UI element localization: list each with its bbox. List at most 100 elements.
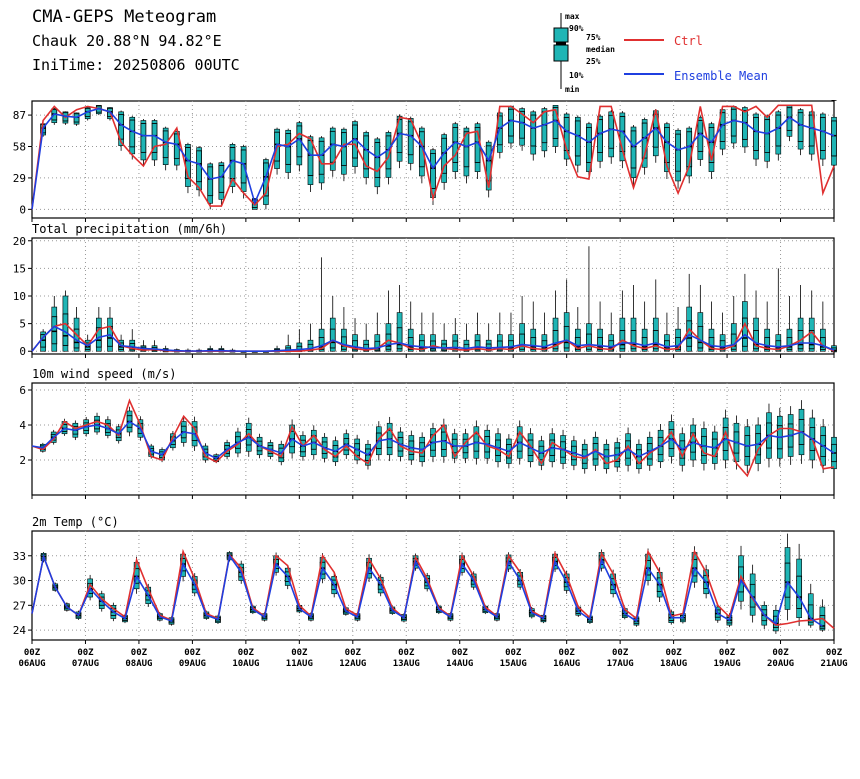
box-outer-upper	[753, 317, 759, 331]
box-iqr	[173, 133, 180, 160]
ctrl-series-line	[31, 398, 835, 478]
box-outer-upper	[646, 436, 653, 444]
box-iqr	[675, 133, 681, 172]
legend-box-lower	[553, 44, 569, 62]
box-outer-upper	[549, 433, 556, 441]
box-outer-lower	[820, 150, 826, 160]
box-outer-upper	[354, 438, 360, 445]
mean-series-line	[31, 107, 835, 210]
box-outer-upper	[452, 334, 459, 342]
box-outer-upper	[787, 414, 794, 425]
box-outer-upper	[722, 417, 729, 428]
box-outer-upper	[766, 412, 772, 424]
y-tick-label: 27	[13, 599, 26, 612]
box-outer-upper	[742, 301, 748, 319]
y-tick-label: 5	[19, 318, 26, 331]
mean-series-line	[31, 420, 835, 460]
legend-median-mark	[556, 42, 566, 45]
box-outer-lower	[274, 160, 280, 169]
box-iqr	[463, 131, 470, 168]
box-outer-upper	[775, 334, 782, 342]
box-outer-upper	[552, 317, 559, 331]
box-outer-upper	[675, 328, 681, 338]
box-outer-upper	[690, 424, 696, 434]
x-tick-date: 17AUG	[607, 659, 634, 669]
box-outer-lower	[430, 449, 436, 457]
box-outer-upper	[820, 328, 826, 338]
box-outer-lower	[218, 192, 225, 200]
box-outer-upper	[72, 422, 79, 427]
box-outer-lower	[697, 151, 704, 160]
box-outer-upper	[630, 317, 637, 331]
box-outer-lower	[581, 462, 588, 470]
box-outer-lower	[278, 457, 285, 463]
box-outer-lower	[407, 154, 414, 164]
legend-label-5: 10%	[569, 71, 584, 80]
box-outer-lower	[473, 450, 480, 459]
box-outer-upper	[831, 116, 837, 122]
box-outer-upper	[820, 113, 826, 118]
box-outer-upper	[430, 149, 436, 154]
box-iqr	[630, 130, 637, 169]
box-outer-upper	[451, 433, 458, 440]
box-outer-lower	[174, 158, 180, 166]
box-outer-upper	[452, 123, 459, 128]
box-iqr	[329, 328, 336, 349]
legend-mean-label: Ensemble Mean	[674, 69, 768, 83]
box-outer-upper	[385, 132, 392, 137]
x-tick-hour: 00Z	[505, 648, 522, 658]
box-outer-lower	[397, 450, 404, 457]
box-outer-upper	[484, 429, 490, 437]
box-outer-lower	[668, 448, 675, 457]
box-outer-upper	[798, 408, 805, 420]
box-outer-upper	[129, 339, 136, 344]
box-outer-lower	[742, 139, 748, 148]
y-tick-label: 10	[13, 290, 26, 303]
box-outer-lower	[708, 162, 715, 172]
box-iqr	[697, 325, 704, 349]
box-outer-upper	[352, 334, 358, 342]
box-outer-upper	[592, 436, 599, 444]
box-outer-upper	[641, 328, 648, 338]
box-outer-upper	[162, 127, 169, 132]
box-iqr	[597, 337, 603, 350]
box-outer-upper	[296, 122, 303, 127]
x-tick-date: 14AUG	[446, 659, 473, 669]
box-outer-upper	[352, 121, 358, 126]
box-outer-lower	[341, 165, 347, 175]
x-tick-date: 08AUG	[125, 659, 152, 669]
box-outer-lower	[191, 440, 198, 447]
box-outer-upper	[797, 109, 804, 114]
box-outer-upper	[441, 134, 447, 139]
box-outer-lower	[51, 343, 58, 352]
box-outer-lower	[474, 162, 481, 172]
box-outer-lower	[296, 156, 303, 166]
box-outer-upper	[126, 410, 133, 417]
box-iqr	[574, 120, 581, 157]
box-outer-upper	[614, 442, 621, 449]
box-outer-lower	[560, 456, 566, 464]
box-outer-lower	[126, 426, 133, 433]
box-outer-lower	[83, 430, 89, 435]
box-outer-lower	[151, 152, 158, 161]
box-outer-upper	[784, 547, 791, 564]
box-outer-upper	[749, 573, 756, 585]
box-outer-upper	[374, 138, 381, 143]
box-outer-upper	[519, 108, 525, 112]
box-outer-upper	[495, 433, 501, 441]
box-outer-upper	[797, 317, 804, 331]
box-outer-lower	[753, 150, 759, 160]
box-outer-lower	[94, 428, 100, 433]
box-outer-upper	[408, 435, 415, 442]
box-outer-upper	[619, 112, 626, 117]
box-outer-upper	[474, 334, 481, 342]
box-outer-lower	[742, 345, 748, 352]
y-tick-label: 29	[13, 172, 26, 185]
box-outer-lower	[289, 446, 295, 454]
box-outer-upper	[96, 317, 102, 329]
box-outer-lower	[110, 615, 117, 619]
x-tick-hour: 00Z	[131, 648, 148, 658]
box-outer-upper	[641, 119, 648, 124]
box-outer-upper	[619, 317, 626, 331]
x-tick-hour: 00Z	[612, 648, 629, 658]
